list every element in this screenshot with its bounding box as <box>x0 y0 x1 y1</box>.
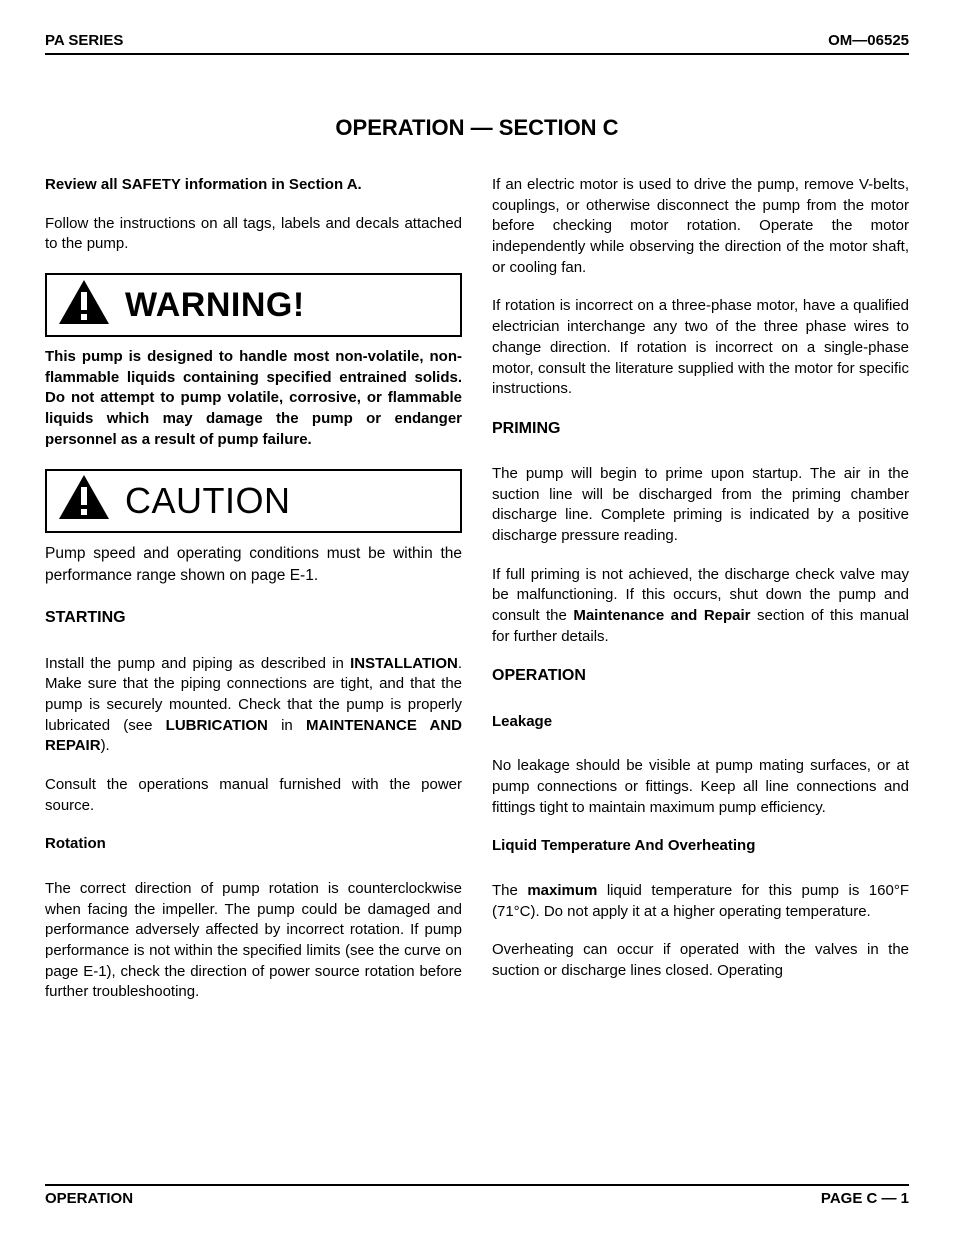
column-left: Review all SAFETY information in Section… <box>45 175 462 1003</box>
footer-right: PAGE C — 1 <box>821 1190 909 1207</box>
warning-icon <box>57 278 111 333</box>
follow-instructions: Follow the instructions on all tags, lab… <box>45 214 462 255</box>
priming-p1: The pump will begin to prime upon startu… <box>492 464 909 547</box>
rotation-p3: If rotation is incorrect on a three-phas… <box>492 296 909 399</box>
priming-p2: If full priming is not achieved, the dis… <box>492 565 909 648</box>
page-header: PA SERIES OM—06525 <box>45 32 909 55</box>
temp-p1: The maximum liquid temperature for this … <box>492 881 909 922</box>
section-title: OPERATION — SECTION C <box>45 115 909 141</box>
rotation-head: Rotation <box>45 834 462 855</box>
caution-label: CAUTION <box>125 476 450 526</box>
leakage-p1: No leakage should be visible at pump mat… <box>492 756 909 818</box>
priming-head: PRIMING <box>492 418 909 440</box>
rotation-p1: The correct direction of pump rotation i… <box>45 879 462 1003</box>
operation-head: OPERATION <box>492 665 909 687</box>
starting-p2: Consult the operations manual furnished … <box>45 775 462 816</box>
column-right: If an electric motor is used to drive th… <box>492 175 909 1003</box>
temp-p2: Overheating can occur if operated with t… <box>492 940 909 981</box>
rotation-p2: If an electric motor is used to drive th… <box>492 175 909 278</box>
header-left: PA SERIES <box>45 32 123 49</box>
warning-body: This pump is designed to handle most non… <box>45 347 462 450</box>
header-right: OM—06525 <box>828 32 909 49</box>
footer-left: OPERATION <box>45 1190 133 1207</box>
warning-box: WARNING! <box>45 273 462 337</box>
caution-box: CAUTION <box>45 469 462 533</box>
starting-head: STARTING <box>45 607 462 629</box>
caution-body: Pump speed and operating conditions must… <box>45 543 462 588</box>
safety-review: Review all SAFETY information in Section… <box>45 175 462 196</box>
leakage-head: Leakage <box>492 712 909 733</box>
temp-head: Liquid Temperature And Overheating <box>492 836 909 857</box>
content-columns: Review all SAFETY information in Section… <box>45 175 909 1003</box>
caution-icon <box>57 473 111 528</box>
starting-p1: Install the pump and piping as described… <box>45 654 462 757</box>
page-footer: OPERATION PAGE C — 1 <box>45 1184 909 1207</box>
warning-label: WARNING! <box>125 282 450 329</box>
